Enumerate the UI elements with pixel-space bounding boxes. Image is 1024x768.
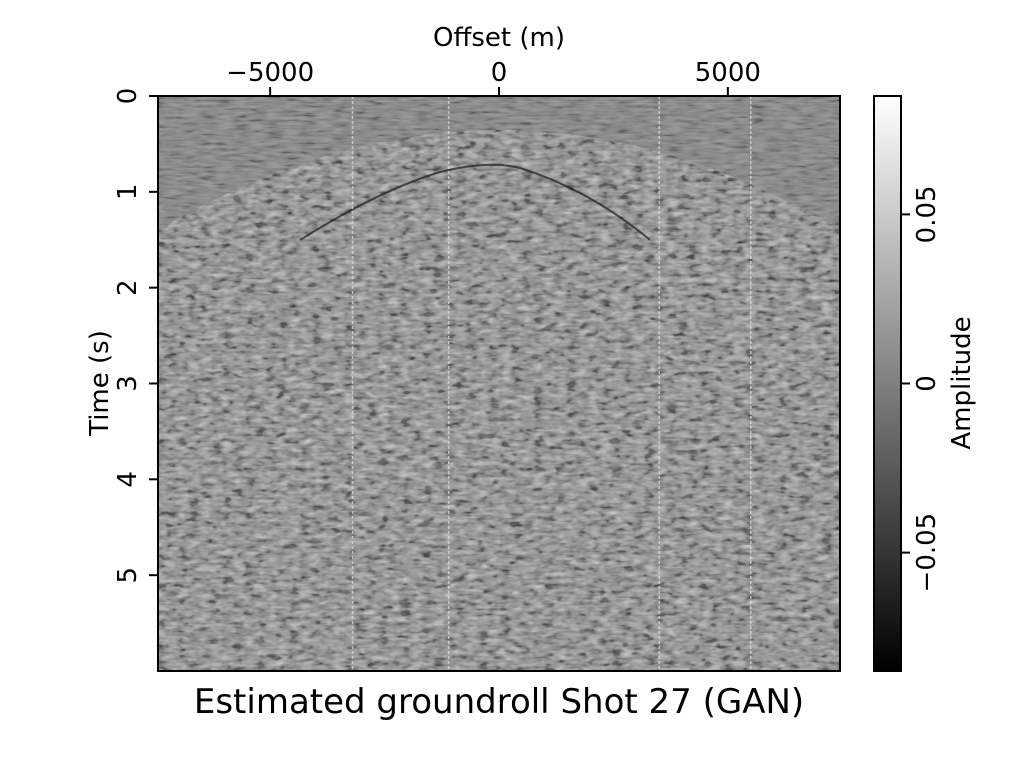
colorbar-label: Amplitude [947, 316, 977, 449]
y-tick-label: 0 [113, 88, 143, 105]
plot-title: Estimated groundroll Shot 27 (GAN) [194, 682, 804, 722]
x-tick-label: 0 [491, 58, 508, 88]
dead-traces [351, 96, 752, 671]
colorbar-tick-label: 0.05 [912, 185, 942, 243]
y-axis: 0 1 2 3 4 5 [113, 88, 158, 584]
groundroll-front-curve [299, 163, 651, 241]
colorbar-gradient [873, 95, 902, 672]
y-axis-title: Time (s) [85, 330, 115, 437]
x-axis-title: Offset (m) [433, 23, 565, 53]
y-tick-label: 3 [113, 375, 143, 392]
colorbar-ticks: −0.05 0 0.05 [901, 185, 942, 592]
y-tick-label: 1 [113, 184, 143, 201]
y-tick-label: 5 [113, 567, 143, 584]
seismic-image [158, 96, 840, 671]
colorbar-tick-label: 0 [912, 375, 942, 392]
x-tick-label: −5000 [226, 58, 314, 88]
colorbar-tick-label: −0.05 [912, 513, 942, 593]
colorbar: −0.05 0 0.05 Amplitude [873, 95, 977, 672]
y-tick-label: 2 [113, 279, 143, 296]
x-axis: −5000 0 5000 [226, 58, 761, 96]
y-tick-label: 4 [113, 471, 143, 488]
x-tick-label: 5000 [695, 58, 761, 88]
